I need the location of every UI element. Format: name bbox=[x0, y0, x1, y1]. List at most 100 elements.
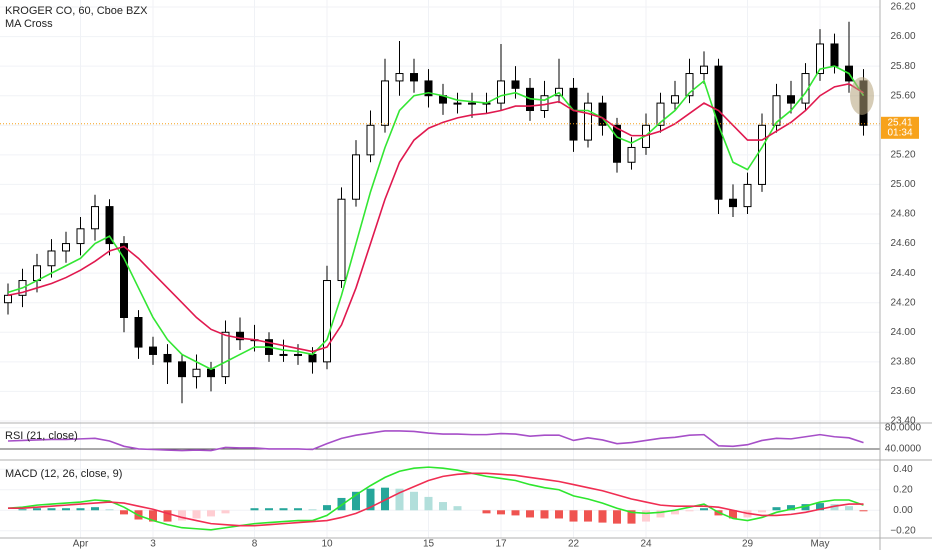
candle-body bbox=[207, 368, 215, 378]
histogram-bar bbox=[830, 504, 839, 511]
x-tick-label: 17 bbox=[495, 539, 507, 550]
candle-body bbox=[352, 154, 360, 200]
y-tick-label: 25.60 bbox=[890, 90, 915, 101]
candle-body bbox=[192, 368, 201, 378]
candle-body bbox=[743, 183, 752, 208]
candle-body bbox=[91, 206, 99, 230]
countdown-label: 01:34 bbox=[887, 127, 912, 138]
y-tick-label: 24.60 bbox=[890, 238, 915, 249]
y-tick-label: 25.00 bbox=[890, 179, 915, 190]
candle-body bbox=[76, 228, 85, 245]
histogram-bar bbox=[816, 503, 824, 511]
histogram-bar bbox=[555, 510, 563, 519]
x-tick-label: 15 bbox=[423, 539, 435, 550]
y-tick-label: 24.20 bbox=[890, 297, 915, 308]
x-tick-label: May bbox=[811, 539, 830, 550]
y-tick-label: 26.00 bbox=[890, 31, 915, 42]
histogram-bar bbox=[47, 508, 56, 511]
histogram-bar bbox=[685, 510, 694, 512]
series-line bbox=[7, 83, 864, 353]
y-tick-label: 0.20 bbox=[893, 484, 913, 495]
macd-title: MACD (12, 26, close, 9) bbox=[5, 468, 122, 480]
x-tick-label: 3 bbox=[150, 539, 156, 550]
histogram-bar bbox=[642, 510, 650, 522]
x-tick-label: 22 bbox=[568, 539, 580, 550]
marks-layer bbox=[0, 21, 880, 531]
candle-body bbox=[47, 250, 56, 267]
histogram-bar bbox=[178, 510, 186, 521]
histogram-bar bbox=[352, 491, 360, 511]
candle-body bbox=[178, 361, 186, 378]
candle-body bbox=[410, 73, 418, 82]
candle-body bbox=[323, 280, 331, 363]
histogram-bar bbox=[526, 510, 534, 518]
candle-body bbox=[656, 102, 665, 126]
x-tick-label: 10 bbox=[321, 539, 333, 550]
histogram-bar bbox=[250, 508, 259, 511]
histogram-bar bbox=[787, 505, 795, 511]
histogram-bar bbox=[192, 510, 201, 519]
histogram-bar bbox=[671, 510, 679, 515]
y-tick-label: −0.20 bbox=[890, 525, 916, 536]
histogram-bar bbox=[482, 510, 491, 514]
y-tick-label: 0.00 bbox=[893, 505, 913, 516]
candle-body bbox=[308, 353, 317, 363]
rsi-title: RSI (21, close) bbox=[5, 430, 78, 442]
candle-body bbox=[279, 353, 288, 356]
y-tick-label: 23.60 bbox=[890, 386, 915, 397]
y-tick-label: 24.80 bbox=[890, 209, 915, 220]
candle-body bbox=[424, 80, 433, 97]
y-tick-label: 23.40 bbox=[890, 416, 915, 427]
candle-body bbox=[453, 102, 462, 105]
candle-body bbox=[294, 353, 302, 356]
candle-body bbox=[221, 331, 230, 378]
candle-body bbox=[729, 198, 737, 208]
candle-body bbox=[33, 265, 41, 282]
histogram-bar bbox=[439, 502, 447, 511]
candle-body bbox=[62, 243, 70, 252]
candle-body bbox=[134, 317, 143, 348]
candle-body bbox=[598, 102, 607, 126]
y-tick-label: 26.20 bbox=[890, 2, 915, 13]
labels-layer: 23.40 23.60 23.80 24.00 24.20 24.40 24.60 24.80… bbox=[73, 2, 922, 550]
histogram-bar bbox=[163, 510, 172, 522]
histogram-bar bbox=[62, 508, 70, 511]
histogram-bar bbox=[613, 510, 621, 524]
histogram-bar bbox=[540, 510, 549, 519]
histogram-bar bbox=[859, 510, 868, 512]
histogram-bar bbox=[91, 507, 99, 511]
histogram-bar bbox=[598, 510, 607, 523]
candle-body bbox=[511, 80, 520, 89]
histogram-bar bbox=[76, 508, 85, 511]
series-line bbox=[7, 430, 864, 452]
candle-body bbox=[395, 73, 404, 82]
candle-body bbox=[758, 124, 766, 185]
y-tick-label: 25.80 bbox=[890, 61, 915, 72]
histogram-bar bbox=[265, 508, 273, 511]
histogram-bar bbox=[149, 510, 157, 522]
candle-body bbox=[105, 206, 114, 245]
candle-body bbox=[366, 124, 375, 156]
x-tick-label: 29 bbox=[742, 539, 754, 550]
histogram-bar bbox=[656, 510, 665, 518]
histogram-bar bbox=[221, 510, 230, 514]
histogram-bar bbox=[337, 497, 346, 511]
histogram-bar bbox=[294, 508, 302, 511]
y-tick-label: 80.0000 bbox=[885, 422, 922, 433]
candle-body bbox=[149, 346, 157, 355]
histogram-bar bbox=[105, 509, 114, 511]
histogram-bar bbox=[308, 509, 317, 511]
highlight bbox=[850, 77, 874, 115]
series-line bbox=[8, 472, 864, 527]
candle-body bbox=[772, 95, 781, 126]
histogram-bar bbox=[801, 504, 810, 511]
grid-layer bbox=[0, 0, 880, 538]
candle-body bbox=[381, 80, 389, 126]
histogram-bar bbox=[729, 510, 737, 519]
indicator-title: MA Cross bbox=[5, 18, 53, 30]
candle-body bbox=[468, 102, 476, 105]
candle-body bbox=[700, 65, 708, 75]
candle-body bbox=[163, 353, 172, 363]
histogram-bar bbox=[395, 488, 404, 511]
